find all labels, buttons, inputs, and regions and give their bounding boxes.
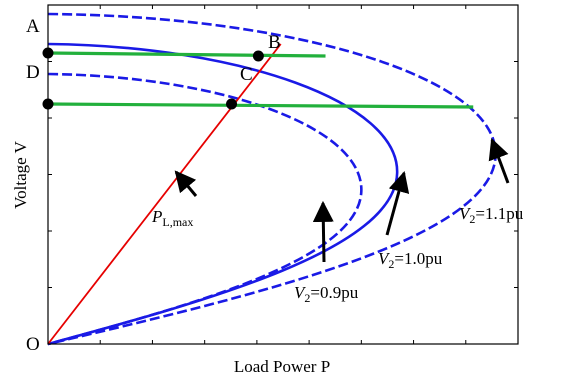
axis-ticks	[48, 5, 518, 344]
y-axis-title: Voltage V	[11, 140, 30, 209]
point-label-b: B	[268, 32, 281, 53]
annotation-v10: V2=1.0pu	[378, 249, 443, 271]
green-line-2	[47, 102, 474, 109]
green-lines-group	[47, 51, 474, 109]
pl-max-line-group	[47, 43, 282, 345]
annotation-pl-max: PL,max	[151, 207, 193, 229]
pl-max-arrow	[174, 170, 198, 197]
point-label-a: A	[26, 16, 40, 37]
annotation-v11: V2=1.1pu	[459, 204, 524, 226]
pv-curve-3	[47, 12, 497, 346]
point-b	[252, 50, 264, 62]
point-c	[226, 98, 238, 110]
annotation-v09: V2=0.9pu	[294, 283, 359, 305]
v10-arrow	[385, 170, 410, 236]
pv-curves-group	[47, 12, 497, 346]
points-group	[42, 47, 264, 345]
pv-curve-1	[47, 72, 363, 346]
pl-max-line	[47, 43, 282, 345]
v09-arrow	[312, 200, 334, 263]
point-label-d: D	[26, 62, 40, 83]
origin-label: O	[26, 334, 40, 355]
x-axis-title: Load Power P	[234, 357, 330, 376]
point-label-c: C	[240, 64, 253, 85]
v11-arrow	[488, 138, 510, 184]
green-line-1	[47, 51, 326, 58]
